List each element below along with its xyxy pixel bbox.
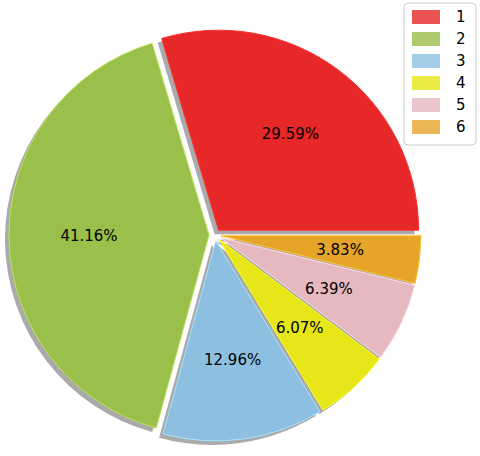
legend: 1 2 3 4 5 6: [404, 3, 476, 145]
data-label: 29.59%: [262, 125, 319, 143]
slice: [162, 30, 419, 230]
data-label: 3.83%: [316, 241, 364, 259]
legend-swatch: [412, 54, 440, 68]
legend-label: 2: [456, 30, 466, 48]
slice: [9, 43, 209, 428]
legend-label: 3: [456, 52, 466, 70]
pie: 29.59% 41.16% 12.96% 6.07% 6.39% 3.83%: [5, 30, 421, 445]
legend-label: 5: [456, 96, 466, 114]
legend-label: 6: [456, 118, 466, 136]
legend-item: 5: [412, 96, 466, 114]
legend-item: 3: [412, 52, 466, 70]
legend-swatch: [412, 76, 440, 90]
legend-label: 1: [456, 8, 466, 26]
legend-frame: [404, 3, 476, 145]
legend-item: 1: [412, 8, 466, 26]
legend-item: 6: [412, 118, 466, 136]
data-label: 12.96%: [204, 351, 261, 369]
legend-item: 4: [412, 74, 466, 92]
slice: [221, 236, 421, 284]
data-label: 6.07%: [276, 319, 324, 337]
legend-swatch: [412, 120, 440, 134]
legend-item: 2: [412, 30, 466, 48]
legend-swatch: [412, 10, 440, 24]
legend-swatch: [412, 32, 440, 46]
data-label: 6.39%: [305, 280, 353, 298]
legend-swatch: [412, 98, 440, 112]
legend-label: 4: [456, 74, 466, 92]
chart: 29.59% 41.16% 12.96% 6.07% 6.39% 3.83% 1 2 3 4 5 6: [0, 0, 480, 456]
data-label: 41.16%: [60, 227, 117, 245]
